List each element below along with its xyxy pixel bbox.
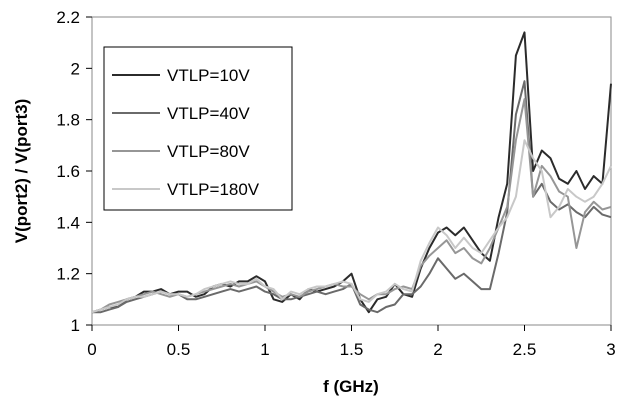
x-axis-title: f (GHz) xyxy=(323,377,379,396)
y-tick-label: 1.2 xyxy=(56,265,80,284)
y-tick-label: 2 xyxy=(71,59,80,78)
series-lines xyxy=(91,31,612,314)
legend-label: VTLP=180V xyxy=(167,180,260,199)
series-line-vtlp-10v xyxy=(91,31,612,314)
x-tick-label: 0.5 xyxy=(167,340,191,359)
x-tick-label: 2 xyxy=(433,340,442,359)
x-tick-label: 1.5 xyxy=(340,340,364,359)
y-tick-label: 1 xyxy=(71,316,80,335)
x-tick-label: 3 xyxy=(606,340,615,359)
x-tick-label: 1 xyxy=(260,340,269,359)
x-tick-label: 0 xyxy=(87,340,96,359)
x-tick-label: 2.5 xyxy=(513,340,537,359)
y-axis-ticks: 1 1.2 1.4 1.6 1.8 2 2.2 xyxy=(56,8,92,335)
y-tick-label: 1.8 xyxy=(56,111,80,130)
series-line-vtlp-180v xyxy=(91,139,612,314)
legend-label: VTLP=40V xyxy=(167,104,250,123)
y-tick-label: 1.6 xyxy=(56,162,80,181)
y-axis-title: V(port2) / V(port3) xyxy=(12,99,31,244)
legend-items: VTLP=10V VTLP=40V VTLP=80V VTLP=180V xyxy=(112,66,260,199)
y-tick-label: 1.4 xyxy=(56,213,80,232)
legend: VTLP=10V VTLP=40V VTLP=80V VTLP=180V xyxy=(103,46,293,211)
legend-label: VTLP=10V xyxy=(167,66,250,85)
legend-label: VTLP=80V xyxy=(167,142,250,161)
y-tick-label: 2.2 xyxy=(56,8,80,27)
x-axis-ticks: 0 0.5 1 1.5 2 2.5 3 xyxy=(87,325,616,359)
